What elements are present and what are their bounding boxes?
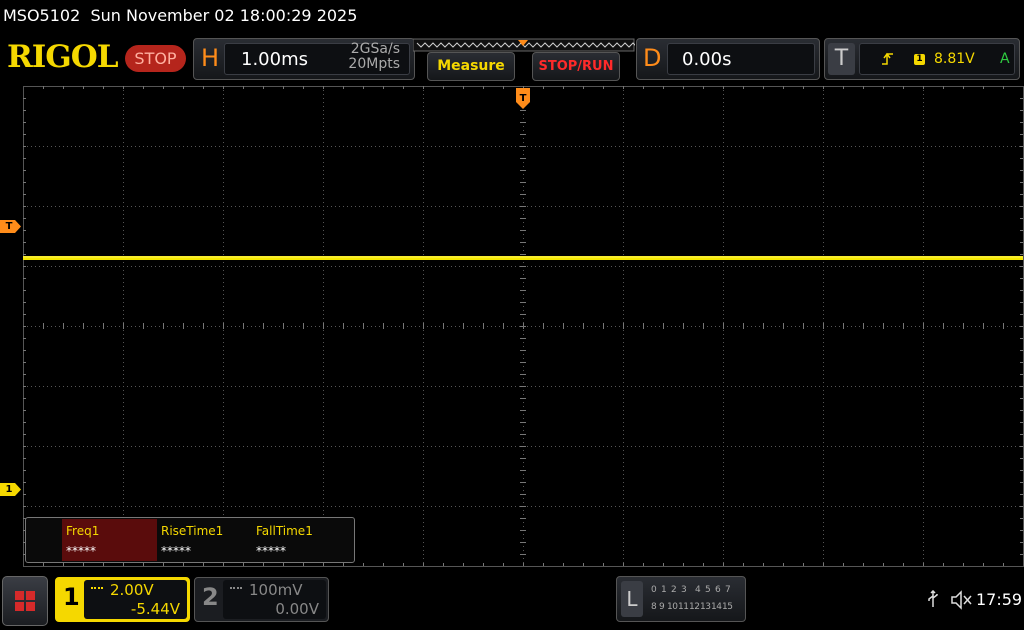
selected-measurement[interactable] (62, 519, 157, 561)
channel-scale: 2.00V (110, 581, 154, 599)
channel-readout (84, 580, 187, 619)
logic-channel: 12 (689, 602, 700, 612)
measurement-name: FallTime1 (256, 524, 313, 538)
usb-icon (928, 590, 938, 607)
channel-readout (223, 580, 326, 619)
horizontal-panel[interactable]: H 1.00ms 2GSa/s 20Mpts (193, 38, 415, 80)
logic-label: L (621, 581, 643, 617)
trigger-source: 1 (914, 54, 925, 65)
channel-panel[interactable]: 2 100mV 0.00V (194, 577, 329, 622)
channel-panel[interactable]: 1 2.00V -5.44V (55, 577, 190, 622)
sample-rate: 2GSa/s (350, 41, 400, 57)
coupling-icon (230, 587, 242, 591)
trigger-panel[interactable]: T 1 8.81V A (824, 38, 1020, 80)
channel-offset: 0.00V (275, 600, 319, 618)
logic-panel[interactable]: L 0 1 2 3 4 5 6 7 8 9 10 11 12 13 14 15 (616, 576, 746, 622)
channel-offset: -5.44V (130, 600, 180, 618)
measurement-name: RiseTime1 (161, 524, 224, 538)
logic-channel: 1 (661, 585, 667, 595)
logic-channel: 7 (725, 585, 731, 595)
logic-channel: 2 (671, 585, 677, 595)
logic-channel: 14 (711, 602, 722, 612)
logic-channel: 3 (681, 585, 687, 595)
trigger-level-marker (0, 220, 21, 233)
menu-button[interactable] (2, 576, 48, 626)
delay-panel[interactable]: D 0.00s (636, 38, 820, 80)
delay-label: D (643, 44, 662, 72)
coupling-icon (91, 587, 103, 591)
measurement-value: ***** (161, 544, 191, 558)
memory-depth: 20Mpts (348, 56, 400, 72)
trigger-position-marker (516, 88, 530, 109)
logic-channel: 15 (722, 602, 733, 612)
logic-channel: 13 (700, 602, 711, 612)
measure-button[interactable]: Measure (427, 52, 515, 81)
clock: 17:59 (976, 590, 1023, 609)
channel1-marker (0, 483, 21, 496)
trigger-mode: A (1000, 51, 1010, 67)
logic-channel: 11 (678, 602, 689, 612)
trigger-label: T (828, 43, 855, 75)
stop-run-button[interactable]: STOP/RUN (532, 52, 620, 81)
logic-channel: 8 (651, 602, 657, 612)
channel1-marker-text: 1 (5, 484, 13, 495)
trigger-level-text: T (5, 221, 13, 232)
channel-number: 1 (63, 583, 80, 611)
run-state[interactable]: STOP (125, 45, 186, 72)
logic-channel: 9 (659, 602, 665, 612)
channel-number: 2 (202, 583, 219, 611)
logo: RIGOL (7, 39, 119, 75)
logic-channel: 4 (695, 585, 701, 595)
logic-channel: 10 (667, 602, 678, 612)
mute-icon (951, 590, 972, 610)
memory-overview (413, 38, 635, 52)
measurement-value: ***** (256, 544, 286, 558)
channel-scale: 100mV (249, 581, 303, 599)
model: MSO5102 (3, 6, 81, 25)
logic-channel: 6 (715, 585, 721, 595)
trigger-position-text: T (519, 93, 527, 104)
measurement-value: ***** (66, 544, 96, 558)
slope-icon (882, 52, 893, 65)
datetime: Sun November 02 18:00:29 2025 (90, 6, 358, 25)
timebase: 1.00ms (241, 49, 308, 70)
menu-icon (15, 591, 35, 611)
acquisition: 2GSa/s 20Mpts (348, 42, 400, 72)
horizontal-label: H (201, 44, 220, 72)
logic-channel: 5 (705, 585, 711, 595)
delay-value: 0.00s (682, 49, 732, 70)
status-bar: MSO5102 Sun November 02 18:00:29 2025 (3, 6, 357, 25)
logic-channel: 0 (651, 585, 657, 595)
trigger-level: 8.81V (934, 51, 975, 67)
measurement-name: Freq1 (66, 524, 100, 538)
waveform-grid (23, 86, 1024, 567)
